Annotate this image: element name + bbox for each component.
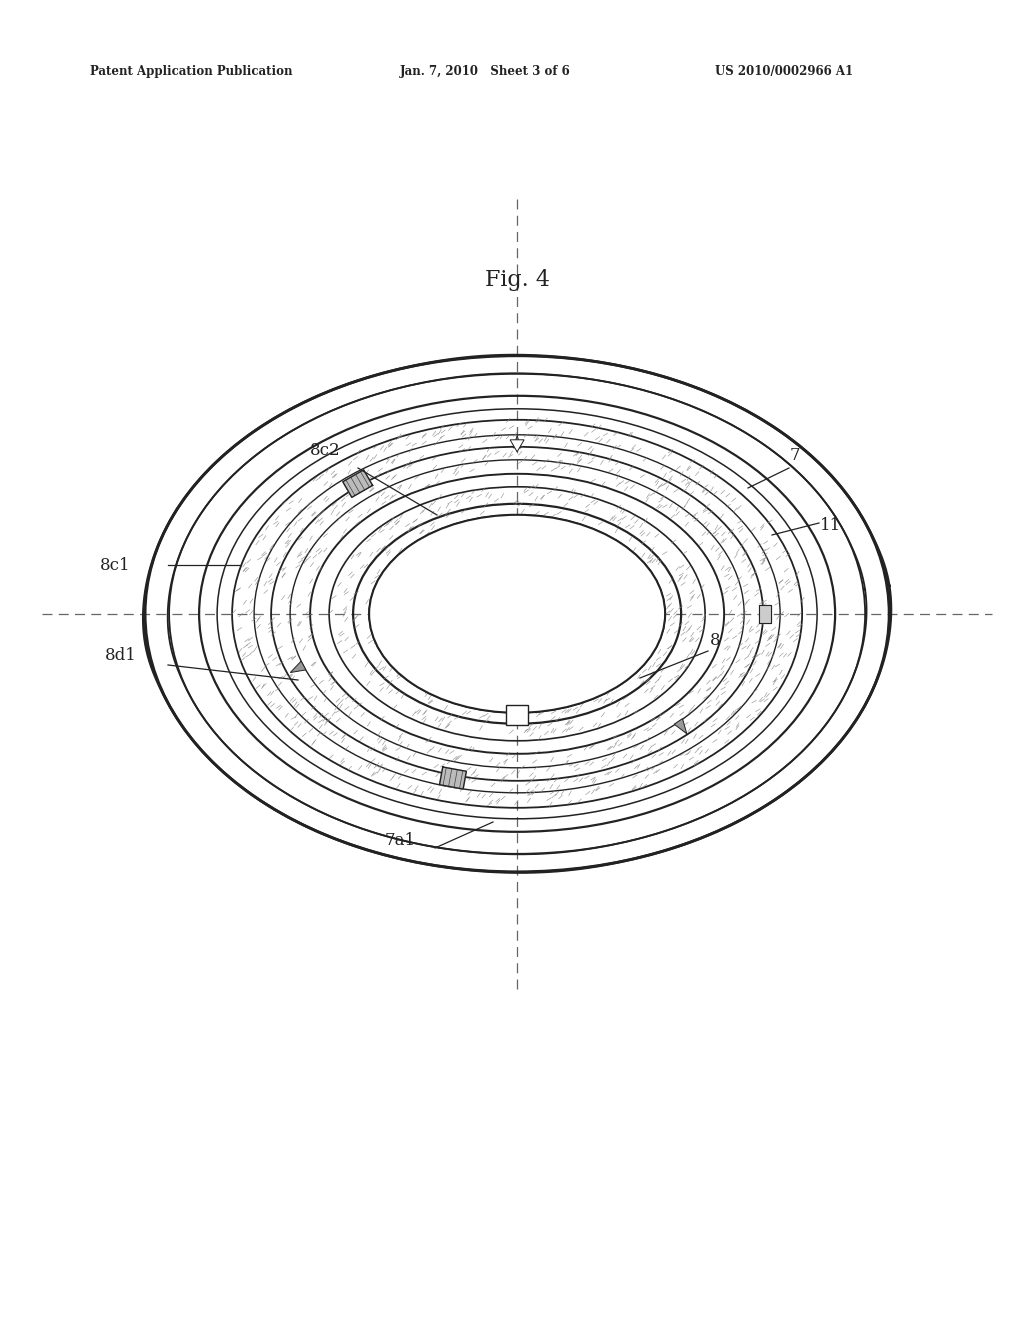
Polygon shape	[510, 440, 524, 451]
Text: Jan. 7, 2010   Sheet 3 of 6: Jan. 7, 2010 Sheet 3 of 6	[400, 65, 570, 78]
Polygon shape	[513, 436, 521, 447]
Polygon shape	[439, 767, 466, 789]
Text: 8c2: 8c2	[310, 442, 341, 459]
Polygon shape	[290, 661, 306, 673]
Text: 8d1: 8d1	[105, 647, 137, 664]
Text: 8: 8	[710, 632, 721, 649]
Polygon shape	[759, 605, 771, 623]
Polygon shape	[343, 470, 373, 498]
Text: US 2010/0002966 A1: US 2010/0002966 A1	[715, 65, 853, 78]
Text: 7a1: 7a1	[385, 832, 416, 849]
Polygon shape	[674, 718, 687, 734]
Text: 7: 7	[790, 447, 801, 465]
Ellipse shape	[369, 515, 666, 713]
FancyBboxPatch shape	[506, 705, 528, 725]
Ellipse shape	[369, 515, 666, 713]
Text: Patent Application Publication: Patent Application Publication	[90, 65, 293, 78]
Text: 11: 11	[820, 517, 842, 535]
Text: 8c1: 8c1	[100, 557, 131, 574]
Text: Fig. 4: Fig. 4	[484, 269, 550, 290]
